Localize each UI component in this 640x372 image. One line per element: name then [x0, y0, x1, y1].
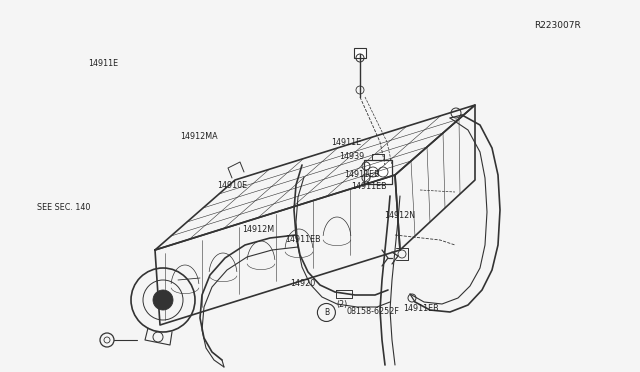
Text: 14910E: 14910E — [218, 181, 248, 190]
Text: 14912MA: 14912MA — [180, 132, 218, 141]
Circle shape — [153, 290, 173, 310]
Text: 14911E: 14911E — [88, 59, 118, 68]
Text: 14920: 14920 — [291, 279, 316, 288]
Text: B: B — [324, 308, 329, 317]
Text: 14911EB: 14911EB — [285, 235, 321, 244]
Text: 08158-6252F: 08158-6252F — [347, 307, 400, 316]
Text: 14911EB: 14911EB — [344, 170, 380, 179]
Text: 14911EB: 14911EB — [403, 304, 439, 313]
Text: (2): (2) — [336, 300, 348, 309]
Text: R223007R: R223007R — [534, 21, 581, 30]
FancyBboxPatch shape — [354, 48, 366, 58]
Text: 14911E: 14911E — [332, 138, 362, 147]
Text: SEE SEC. 140: SEE SEC. 140 — [37, 203, 90, 212]
Text: 14912N: 14912N — [384, 211, 415, 219]
FancyBboxPatch shape — [364, 160, 392, 184]
Text: 14911EB: 14911EB — [351, 182, 387, 190]
Text: 14939: 14939 — [339, 153, 364, 161]
Text: 14912M: 14912M — [242, 225, 274, 234]
